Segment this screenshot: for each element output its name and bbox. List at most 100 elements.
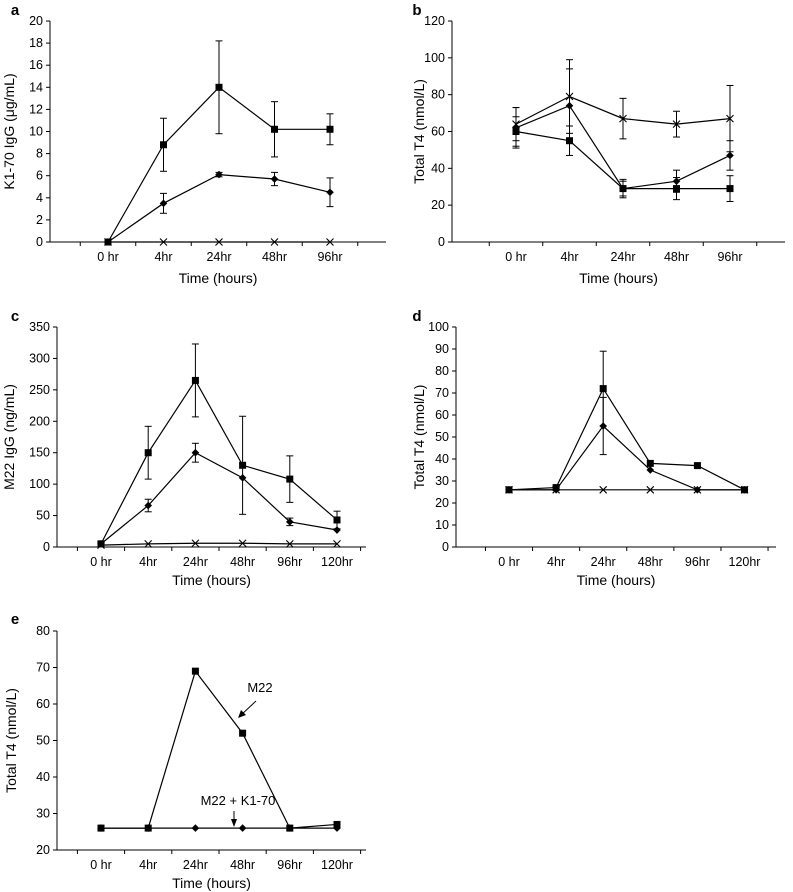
series-square xyxy=(97,343,341,548)
data-point xyxy=(144,501,152,510)
data-point xyxy=(159,199,168,208)
data-point xyxy=(693,485,702,494)
series-cross xyxy=(104,238,334,246)
y-tick-label: 14 xyxy=(29,80,43,94)
y-tick-label: 8 xyxy=(36,147,43,161)
x-tick-label: 24hr xyxy=(183,858,208,872)
y-tick-label: 10 xyxy=(29,125,43,139)
panel-label: a xyxy=(11,2,20,19)
x-tick-label: 0 hr xyxy=(97,250,119,264)
x-tick-label: 96hr xyxy=(317,250,342,264)
data-point xyxy=(104,238,112,246)
data-point xyxy=(271,125,278,133)
data-point xyxy=(512,128,520,135)
data-point xyxy=(552,485,560,494)
y-tick-label: 50 xyxy=(435,430,449,444)
series-diamond xyxy=(505,396,749,494)
series-line xyxy=(100,379,338,545)
series-line xyxy=(509,425,745,491)
series-square xyxy=(104,40,334,246)
x-tick-label: 0 hr xyxy=(90,555,112,569)
y-tick-label: 100 xyxy=(424,51,445,65)
chart-panel-b: b 0 20 40 60 80 100 120 0 hr 4hr 24hr 48hr 96hr Time … xyxy=(411,2,785,286)
y-tick-label: 200 xyxy=(29,414,50,428)
y-axis-title: Total T4 (nmol/L) xyxy=(411,79,427,184)
data-point xyxy=(740,485,749,494)
data-point xyxy=(619,185,627,193)
data-point xyxy=(693,462,701,470)
x-tick-label: 4hr xyxy=(547,555,565,569)
y-tick-label: 4 xyxy=(36,191,43,205)
x-tick-label: 96hr xyxy=(717,250,742,264)
y-tick-label: 20 xyxy=(36,843,50,857)
data-point xyxy=(333,526,341,534)
y-tick-label: 50 xyxy=(36,509,50,523)
panel-label: c xyxy=(11,308,19,325)
data-point xyxy=(646,485,655,494)
annotation-m22-k1-70: M22 + K1-70 xyxy=(201,793,276,808)
y-tick-label: 30 xyxy=(435,474,449,488)
annotation-arrowhead xyxy=(231,819,237,827)
y-tick-label: 16 xyxy=(29,58,43,72)
x-tick-label: 4hr xyxy=(154,250,172,264)
data-point xyxy=(238,539,247,548)
x-tick-label: 24hr xyxy=(610,250,635,264)
data-point xyxy=(215,170,223,179)
y-tick-label: 0 xyxy=(43,540,50,554)
data-point xyxy=(215,83,223,91)
y-tick-label: 20 xyxy=(431,198,445,212)
y-tick-label: 40 xyxy=(36,770,50,784)
x-tick-label: 4hr xyxy=(560,250,578,264)
y-tick-label: 40 xyxy=(431,161,445,175)
data-point xyxy=(191,376,199,384)
data-point xyxy=(160,141,167,149)
y-tick-label: 100 xyxy=(29,477,50,491)
annotation-arrowhead xyxy=(238,710,246,718)
x-axis-title: Time (hours) xyxy=(579,270,658,286)
x-axis-title: Time (hours) xyxy=(172,875,251,891)
y-axis-title: Total T4 (nmol/L) xyxy=(3,688,19,793)
y-tick-label: 90 xyxy=(435,342,449,356)
data-point xyxy=(191,667,199,675)
series-diamond xyxy=(104,170,334,246)
y-tick-label: 60 xyxy=(36,697,50,711)
y-tick-label: 0 xyxy=(438,235,445,249)
data-point xyxy=(333,516,341,524)
data-point xyxy=(333,824,341,832)
data-point xyxy=(726,151,734,160)
x-tick-label: 0 hr xyxy=(90,858,112,872)
series-square xyxy=(512,116,734,202)
y-tick-label: 60 xyxy=(435,408,449,422)
data-point xyxy=(619,114,627,123)
data-point xyxy=(599,422,607,430)
data-point xyxy=(191,539,200,548)
y-tick-label: 2 xyxy=(36,213,43,227)
chart-panel-a: a 0 2 4 6 8 10 12 14 16 18 20 0 hr 4hr 24hr 48hr 96hr Tim… xyxy=(1,2,386,286)
x-tick-label: 24hr xyxy=(183,555,208,569)
data-point xyxy=(673,185,680,193)
data-point xyxy=(326,188,334,197)
x-tick-label: 4hr xyxy=(139,555,157,569)
x-tick-label: 0 hr xyxy=(505,250,527,264)
x-axis-title: Time (hours) xyxy=(172,572,251,588)
data-point xyxy=(270,175,279,183)
data-point xyxy=(326,125,334,133)
y-axis-title: Total T4 (nmol/L) xyxy=(411,385,427,490)
chart-panel-d: d 0 10 20 30 40 50 60 70 80 90 100 0 hr 4hr 24hr 48hr 96… xyxy=(411,308,776,588)
data-point xyxy=(599,485,608,494)
series-line xyxy=(508,387,745,491)
data-point xyxy=(286,475,294,483)
y-axis-title: M22 IgG (ng/mL) xyxy=(1,384,17,490)
annotation-m22: M22 xyxy=(247,680,272,695)
data-point xyxy=(565,101,574,110)
series-square xyxy=(505,350,748,494)
data-point xyxy=(97,824,105,832)
data-point xyxy=(646,459,654,467)
data-point xyxy=(144,539,153,548)
x-tick-label: 4hr xyxy=(139,858,157,872)
x-tick-label: 96hr xyxy=(277,858,302,872)
x-tick-label: 96hr xyxy=(685,555,710,569)
x-tick-label: 96hr xyxy=(277,555,302,569)
y-tick-label: 80 xyxy=(431,88,445,102)
